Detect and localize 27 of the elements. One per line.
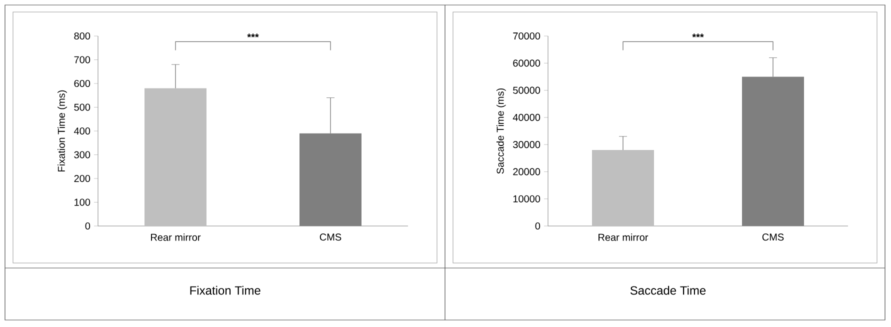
y-tick-label: 100 — [74, 198, 90, 206]
x-tick-label: Rear mirror — [598, 234, 648, 241]
text: Fixation Time — [190, 286, 260, 295]
y-tick-label: 0 — [85, 222, 90, 230]
x-tick-label: CMS — [320, 234, 342, 241]
y-tick-label: 20000 — [513, 168, 540, 176]
y-tick-label: 500 — [74, 104, 90, 111]
y-tick-label: 700 — [74, 56, 90, 64]
y-axis-title: Saccade Time (ms) — [496, 88, 506, 174]
x-tick-label: Rear mirror — [151, 234, 201, 241]
y-axis-title: Fixation Time (ms) — [58, 90, 67, 172]
y-tick-label: 10000 — [513, 195, 540, 202]
y-tick-label: 600 — [74, 80, 90, 88]
y-tick-label: 800 — [74, 32, 90, 40]
x-tick-label: CMS — [762, 234, 784, 241]
annotation: *** — [692, 34, 704, 38]
annotation: *** — [247, 34, 259, 38]
y-tick-label: 300 — [74, 151, 90, 158]
y-tick-label: 400 — [74, 127, 90, 135]
y-tick-label: 30000 — [513, 141, 540, 148]
y-tick-label: 70000 — [513, 32, 540, 40]
y-tick-label: 200 — [74, 174, 90, 182]
y-tick-label: 40000 — [512, 114, 540, 121]
y-tick-label: 0 — [535, 222, 540, 230]
y-tick-label: 60000 — [513, 60, 540, 67]
text: Saccade Time — [630, 286, 706, 295]
y-tick-label: 50000 — [513, 86, 540, 94]
